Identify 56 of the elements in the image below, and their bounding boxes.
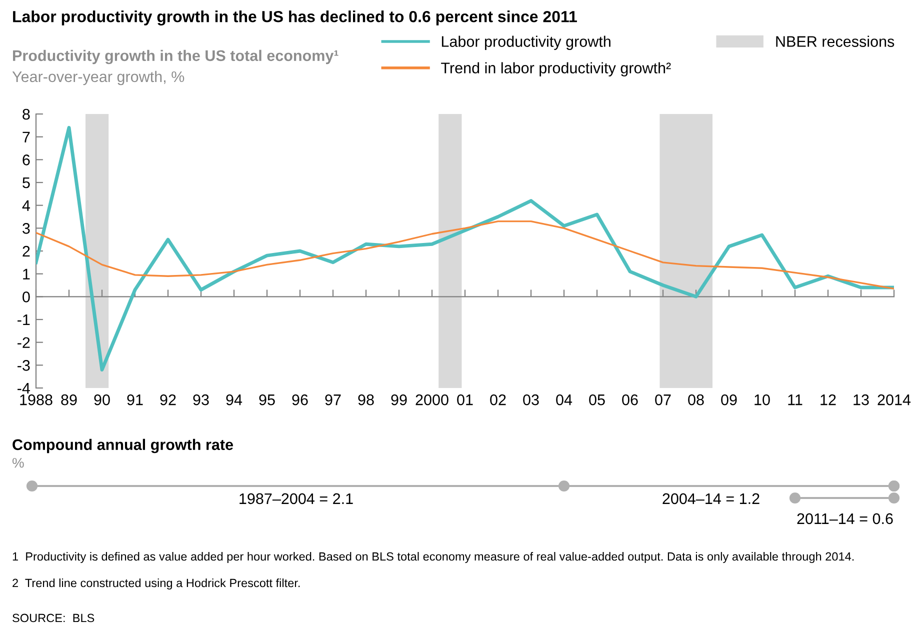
legend-label: NBER recessions xyxy=(776,36,894,47)
x-tick-label: 2000 xyxy=(416,394,448,406)
x-tick-label: 94 xyxy=(226,394,242,406)
y-tick-label: 4 xyxy=(22,200,30,211)
y-tick-label: -2 xyxy=(18,337,30,348)
chart-subtitle: Productivity growth in the US total economy¹ xyxy=(13,50,338,64)
line-series xyxy=(36,220,894,290)
x-tick-label: 13 xyxy=(854,394,869,406)
x-tick-label: 95 xyxy=(259,394,275,406)
text: % xyxy=(12,458,24,468)
text: Compound annual growth rate xyxy=(12,438,233,454)
y-tick-label: -1 xyxy=(18,314,30,326)
y-tick-label: -3 xyxy=(18,360,30,371)
x-tick-label: 04 xyxy=(556,394,572,406)
y-axis-title: Year-over-year growth, % xyxy=(12,70,184,86)
x-tick-label: 97 xyxy=(325,394,341,406)
y-tick-label: 3 xyxy=(22,223,30,234)
x-tick-label: 10 xyxy=(754,394,770,406)
x-tick-label: 05 xyxy=(589,394,605,406)
y-tick-label: 6 xyxy=(22,154,30,166)
x-tick-label: 12 xyxy=(820,394,836,406)
x-tick-label: 91 xyxy=(127,394,143,406)
x-tick-label: 89 xyxy=(61,394,77,406)
x-tick-label: 90 xyxy=(94,394,110,406)
x-tick-label: 11 xyxy=(788,394,802,406)
text: 2004–14 = 1.2 xyxy=(662,493,760,504)
y-tick-label: 2 xyxy=(22,246,30,257)
y-tick-label: 7 xyxy=(22,132,30,142)
y-tick-label: -4 xyxy=(18,383,30,394)
line-series xyxy=(36,126,894,372)
x-tick-label: 06 xyxy=(622,394,638,406)
x-tick-label: 92 xyxy=(160,394,176,406)
y-tick-label: 1 xyxy=(23,268,30,280)
legend-label: Labor productivity growth xyxy=(442,36,610,50)
x-tick-label: 99 xyxy=(391,394,407,406)
x-tick-label: 2014 xyxy=(878,394,911,406)
x-tick-label: 03 xyxy=(523,394,539,406)
x-tick-label: 96 xyxy=(292,394,308,406)
x-tick-label: 1988 xyxy=(20,394,52,406)
y-tick-label: 8 xyxy=(22,108,30,120)
x-tick-label: 09 xyxy=(721,394,737,406)
text: 1 Productivity is defined as value added per hour worked. Based on BLS total economy measure of real value-added output. Data is only available through 2014. xyxy=(12,552,854,564)
x-tick-label: 93 xyxy=(193,394,209,406)
y-tick-label: 5 xyxy=(22,178,30,188)
text: 1987–2004 = 2.1 xyxy=(240,493,353,504)
legend-label: Trend in labor productivity growth² xyxy=(441,62,671,76)
chart-title: Labor productivity growth in the US has declined to 0.6 percent since 2011 xyxy=(13,10,577,26)
x-tick-label: 98 xyxy=(358,394,374,406)
x-tick-label: 07 xyxy=(655,394,671,406)
source-note: SOURCE: BLS xyxy=(12,614,94,622)
text: 2011–14 = 0.6 xyxy=(797,513,893,524)
y-tick-label: 0 xyxy=(22,292,30,302)
text: 2 Trend line constructed using a Hodrick Prescott filter. xyxy=(12,578,300,590)
x-tick-label: 02 xyxy=(490,394,506,406)
x-tick-label: 01 xyxy=(457,394,473,406)
x-tick-label: 08 xyxy=(688,394,704,406)
